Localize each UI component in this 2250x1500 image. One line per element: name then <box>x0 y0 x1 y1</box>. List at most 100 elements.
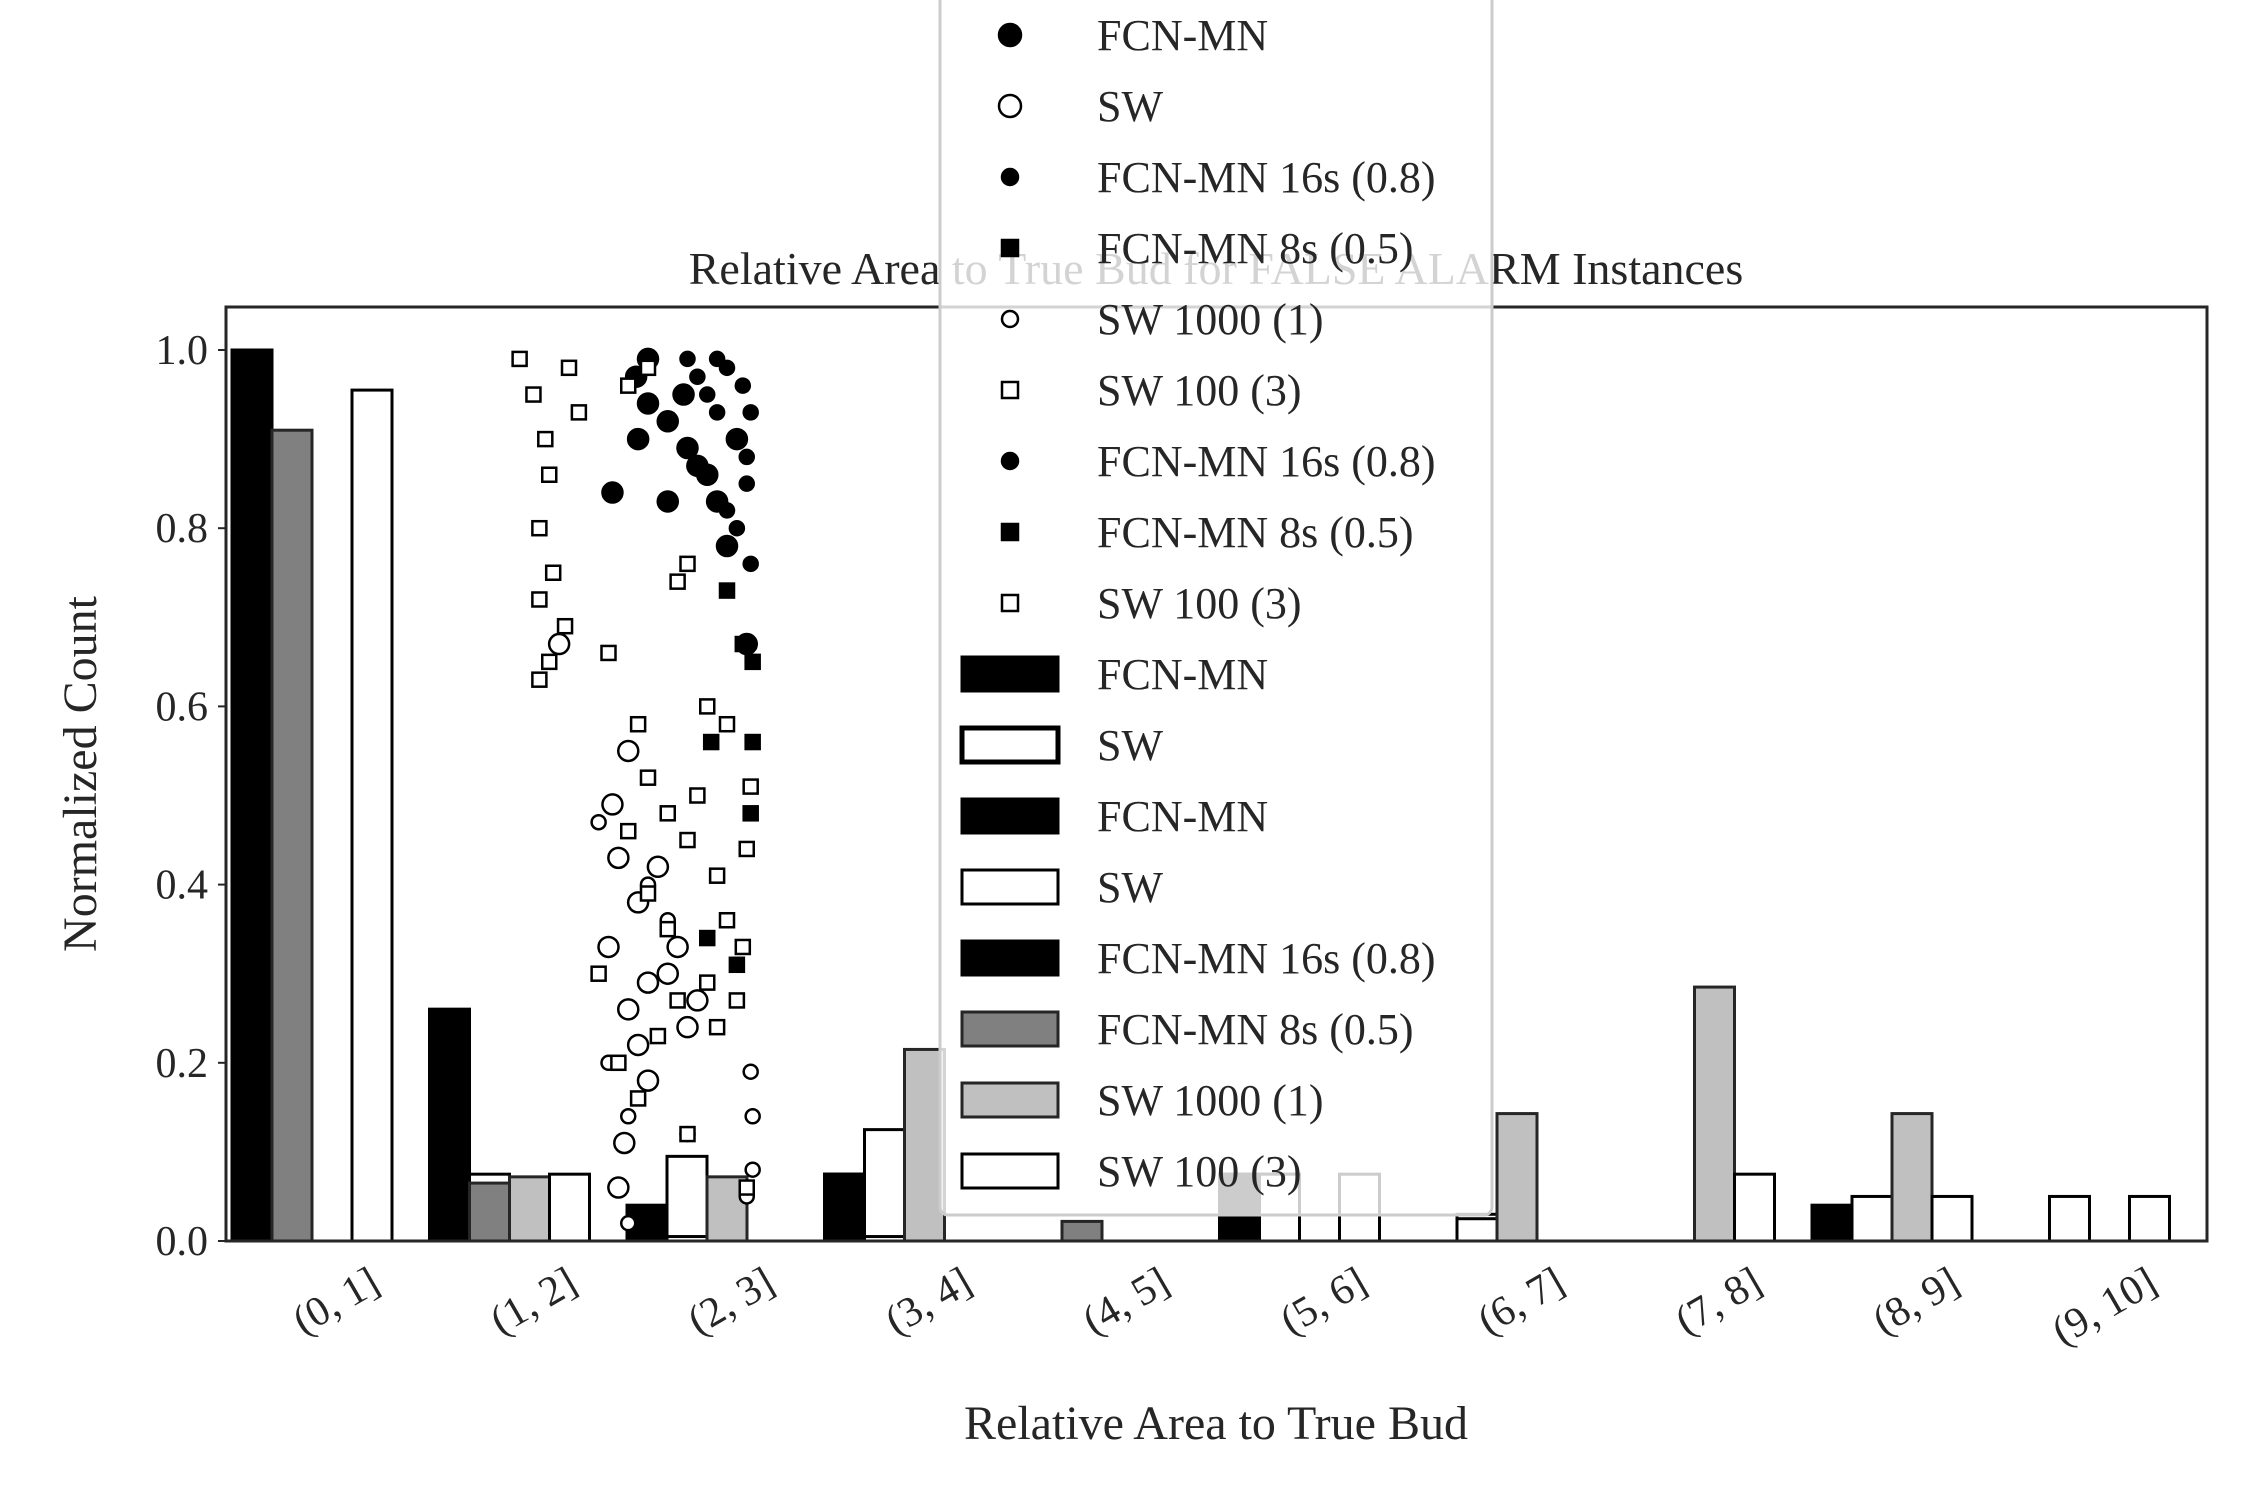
scatter-point <box>656 490 679 513</box>
legend-patch <box>960 868 1060 906</box>
bar <box>1810 1203 1854 1243</box>
scatter-point <box>639 769 657 786</box>
scatter-point <box>649 1027 667 1045</box>
scatter-point <box>744 733 761 751</box>
scatter-point <box>669 573 686 590</box>
scatter-point <box>544 564 562 581</box>
legend-label: SW 100 (3) <box>1097 366 1302 415</box>
scatter-point <box>718 502 736 519</box>
scatter-point <box>659 805 676 822</box>
x-axis-label: Relative Area to True Bud <box>964 1397 1468 1450</box>
scatter-point <box>570 404 588 421</box>
legend-patch <box>960 939 1060 977</box>
bar <box>1850 1194 1894 1243</box>
scatter-point <box>646 855 670 879</box>
y-tick-label: 0.6 <box>156 684 209 730</box>
scatter-point <box>728 519 746 537</box>
legend-marker <box>997 93 1023 119</box>
legend-label: FCN-MN 16s (0.8) <box>1097 934 1436 983</box>
legend-label: FCN-MN <box>1097 792 1268 841</box>
scatter-point <box>547 632 571 656</box>
y-axis-label: Normalized Count <box>54 595 107 952</box>
legend-label: SW 100 (3) <box>1097 579 1302 628</box>
legend-label: SW <box>1097 82 1163 131</box>
legend-label: FCN-MN 8s (0.5) <box>1097 224 1414 273</box>
bar <box>2048 1194 2091 1243</box>
legend-patch <box>960 1010 1060 1048</box>
scatter-point <box>728 956 746 974</box>
scatter-point <box>537 430 554 448</box>
scatter-point <box>607 846 630 870</box>
scatter-point <box>639 359 657 377</box>
legend-marker <box>1000 309 1020 329</box>
scatter-point <box>742 1063 759 1080</box>
y-tick-label: 0.2 <box>156 1041 209 1087</box>
legend-label: SW <box>1097 721 1163 770</box>
scatter-point <box>734 377 752 394</box>
scatter-point <box>708 350 726 368</box>
scatter-point <box>742 555 759 573</box>
scatter-point <box>708 1018 726 1036</box>
legend-patch <box>960 1081 1060 1119</box>
scatter-point <box>679 1125 696 1143</box>
legend-marker <box>997 22 1023 48</box>
scatter-point <box>629 715 647 733</box>
scatter-layer <box>511 347 761 1232</box>
scatter-point <box>679 555 696 573</box>
legend-marker <box>1000 380 1020 400</box>
scatter-point <box>601 793 624 816</box>
scatter-point <box>742 805 759 822</box>
scatter-point <box>738 840 755 858</box>
bar <box>1930 1194 1974 1243</box>
legend-marker <box>1000 167 1020 187</box>
scatter-point <box>626 427 650 451</box>
legend-patch <box>960 655 1060 693</box>
scatter-point <box>531 671 548 688</box>
bar <box>230 348 274 1243</box>
scatter-point <box>728 430 746 448</box>
bar <box>548 1172 591 1243</box>
y-tick-label: 0.0 <box>156 1219 209 1265</box>
scatter-point <box>699 974 716 991</box>
bar <box>350 388 394 1243</box>
scatter-point <box>600 644 617 662</box>
legend-label: SW 1000 (1) <box>1097 1076 1324 1125</box>
bar <box>468 1181 511 1243</box>
scatter-point <box>708 867 726 884</box>
legend-patch <box>959 725 1061 765</box>
scatter-point <box>699 386 716 403</box>
legend-marker <box>1000 238 1020 258</box>
scatter-point <box>696 463 719 486</box>
scatter-point <box>560 359 578 377</box>
bar <box>823 1172 866 1243</box>
scatter-point <box>525 386 542 403</box>
scatter-point <box>601 481 624 504</box>
legend-label: FCN-MN <box>1097 11 1268 60</box>
scatter-point <box>607 1176 630 1199</box>
scatter-point <box>738 1179 755 1196</box>
scatter-point <box>620 1108 637 1125</box>
scatter-point <box>734 938 752 956</box>
scatter-point <box>620 377 637 394</box>
scatter-point <box>728 992 746 1009</box>
scatter-point <box>699 929 716 947</box>
scatter-point <box>656 410 679 433</box>
bar <box>1060 1219 1104 1243</box>
bar <box>665 1154 709 1243</box>
scatter-point <box>666 935 689 959</box>
bar <box>863 1128 906 1243</box>
scatter-point <box>541 653 558 671</box>
scatter-point <box>702 733 720 751</box>
legend-patch <box>960 1152 1060 1190</box>
scatter-point <box>590 813 607 831</box>
legend-patch <box>960 797 1060 835</box>
bars-layer <box>230 348 2171 1243</box>
bar <box>1890 1112 1934 1243</box>
scatter-point <box>676 436 699 460</box>
legend-marker <box>1000 593 1020 613</box>
scatter-point <box>689 368 706 385</box>
legend-marker <box>1000 522 1020 542</box>
scatter-point <box>639 885 657 902</box>
scatter-point <box>613 1131 636 1155</box>
bar <box>1733 1172 1776 1243</box>
